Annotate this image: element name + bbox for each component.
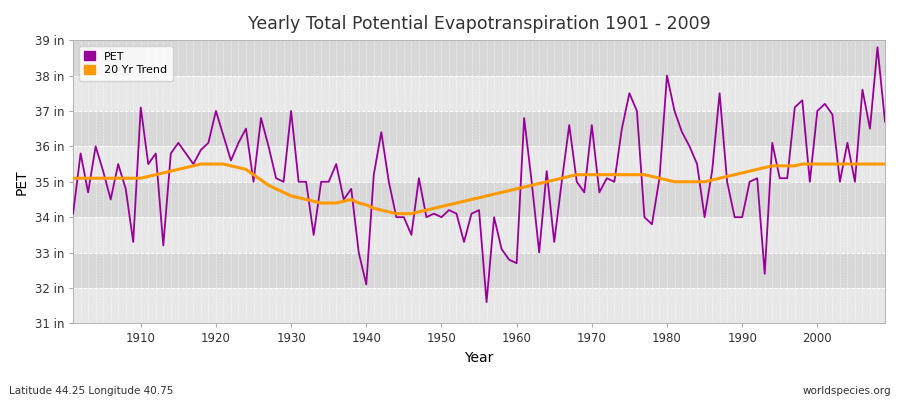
PET [293, 179, 304, 184]
X-axis label: Year: Year [464, 351, 494, 365]
PET [511, 261, 522, 266]
Text: Latitude 44.25 Longitude 40.75: Latitude 44.25 Longitude 40.75 [9, 386, 174, 396]
20 Yr Trend [616, 172, 627, 177]
Title: Yearly Total Potential Evapotranspiration 1901 - 2009: Yearly Total Potential Evapotranspiratio… [248, 15, 710, 33]
PET [128, 240, 139, 244]
Bar [73, 76, 885, 111]
20 Yr Trend [346, 197, 356, 202]
Bar [73, 40, 885, 76]
20 Yr Trend [879, 162, 890, 166]
Legend: PET, 20 Yr Trend: PET, 20 Yr Trend [78, 46, 173, 81]
20 Yr Trend [195, 162, 206, 166]
PET [68, 211, 78, 216]
Bar [73, 146, 885, 182]
Bar [73, 111, 885, 146]
PET [879, 119, 890, 124]
PET [518, 116, 529, 120]
Line: PET: PET [73, 47, 885, 302]
Line: 20 Yr Trend: 20 Yr Trend [73, 164, 885, 214]
20 Yr Trend [391, 211, 401, 216]
PET [609, 179, 620, 184]
Bar [73, 288, 885, 324]
20 Yr Trend [526, 183, 537, 188]
PET [482, 300, 492, 304]
20 Yr Trend [128, 176, 139, 181]
Y-axis label: PET: PET [15, 169, 29, 194]
PET [338, 197, 349, 202]
Bar [73, 182, 885, 217]
Bar [73, 252, 885, 288]
20 Yr Trend [301, 197, 311, 202]
Bar [73, 217, 885, 252]
20 Yr Trend [68, 176, 78, 181]
PET [872, 45, 883, 50]
Text: worldspecies.org: worldspecies.org [803, 386, 891, 396]
20 Yr Trend [518, 185, 529, 190]
